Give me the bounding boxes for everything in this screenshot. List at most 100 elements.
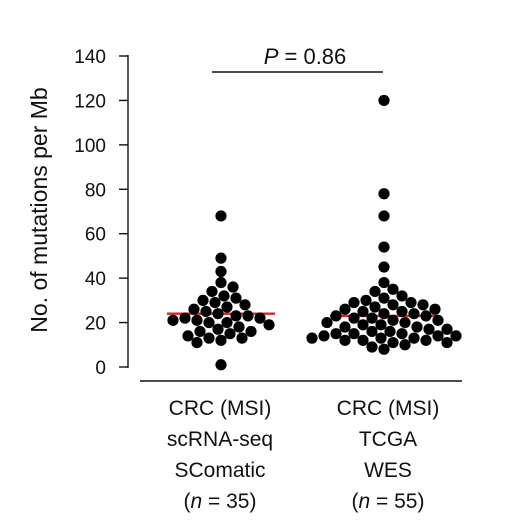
data-point <box>188 303 200 315</box>
data-point <box>378 188 390 200</box>
data-point <box>206 285 218 298</box>
data-point <box>203 316 215 329</box>
data-point <box>191 314 203 326</box>
data-point <box>339 321 351 333</box>
data-point <box>236 332 248 344</box>
data-point <box>221 301 233 313</box>
data-point <box>378 343 390 355</box>
y-tick-label: 140 <box>74 47 106 68</box>
data-point <box>366 341 378 353</box>
data-point <box>224 328 236 340</box>
data-point <box>254 312 266 324</box>
data-point <box>387 314 399 326</box>
data-point <box>396 328 408 340</box>
data-point <box>450 330 462 342</box>
data-point <box>420 310 432 322</box>
p-value-annotation: P = 0.86 <box>264 44 347 69</box>
data-point <box>366 312 378 324</box>
data-point <box>432 314 444 326</box>
category-n: (n = 55) <box>351 490 425 513</box>
data-point <box>215 252 227 264</box>
data-point <box>209 296 221 309</box>
data-point <box>239 299 251 311</box>
data-point <box>348 296 360 309</box>
data-point <box>215 265 227 278</box>
data-point <box>378 94 390 107</box>
data-point <box>227 281 239 293</box>
y-tick-label: 100 <box>74 136 106 157</box>
y-tick-label: 40 <box>85 269 106 290</box>
data-point <box>242 310 254 322</box>
data-point <box>321 316 333 329</box>
category-label-scrna-seq: CRC (MSI) scRNA-seq SComatic (n = 35) <box>130 393 310 517</box>
data-point <box>357 319 369 331</box>
category-line: CRC (MSI) <box>168 397 272 420</box>
data-point <box>233 321 245 333</box>
data-point <box>369 285 381 298</box>
data-point <box>423 323 435 335</box>
data-point <box>203 332 215 344</box>
data-point <box>212 323 224 335</box>
data-point <box>218 290 230 302</box>
category-line: CRC (MSI) <box>336 397 440 420</box>
data-point <box>306 332 318 344</box>
data-points <box>167 94 462 371</box>
data-point <box>441 336 453 349</box>
data-point <box>339 334 351 346</box>
category-line: WES <box>364 459 412 482</box>
data-point <box>197 294 209 306</box>
data-point <box>230 310 242 322</box>
data-point <box>182 330 194 342</box>
data-point <box>384 325 396 338</box>
category-label-tcga: CRC (MSI) TCGA WES (n = 55) <box>298 393 478 517</box>
data-point <box>212 308 224 320</box>
data-point <box>366 325 378 338</box>
data-point <box>387 299 399 311</box>
data-point <box>378 241 390 253</box>
y-tick-label: 120 <box>74 91 106 112</box>
data-point <box>387 336 399 349</box>
data-point <box>378 210 390 222</box>
data-point <box>405 296 417 309</box>
data-point <box>318 330 330 342</box>
data-point <box>399 339 411 351</box>
data-point <box>408 332 420 344</box>
data-point <box>387 283 399 295</box>
category-line: SComatic <box>174 459 266 482</box>
data-point <box>215 359 227 371</box>
data-point <box>330 310 342 322</box>
data-point <box>441 323 453 335</box>
y-tick-label: 0 <box>95 358 106 379</box>
category-line: scRNA-seq <box>166 428 274 451</box>
data-point <box>420 334 432 346</box>
data-point <box>360 294 372 306</box>
data-point <box>348 312 360 324</box>
category-n: (n = 35) <box>183 490 257 513</box>
data-point <box>399 316 411 329</box>
data-point <box>167 314 179 326</box>
data-point <box>378 292 390 304</box>
data-point <box>369 301 381 313</box>
data-point <box>396 290 408 302</box>
data-point <box>348 328 360 340</box>
data-point <box>215 334 227 346</box>
data-point <box>330 328 342 340</box>
data-point <box>221 316 233 329</box>
data-point <box>429 303 441 315</box>
data-point <box>191 336 203 349</box>
data-point <box>378 261 390 273</box>
data-point <box>230 292 242 304</box>
data-point <box>200 305 212 318</box>
data-point <box>245 325 257 338</box>
y-tick-label: 20 <box>85 314 106 335</box>
data-point <box>263 319 275 331</box>
data-point <box>179 312 191 324</box>
data-point <box>357 334 369 346</box>
y-axis-label: No. of mutations per Mb <box>26 87 52 332</box>
data-point <box>215 210 227 222</box>
data-point <box>396 305 408 318</box>
data-point <box>417 299 429 311</box>
data-point <box>194 325 206 338</box>
data-point <box>411 321 423 333</box>
